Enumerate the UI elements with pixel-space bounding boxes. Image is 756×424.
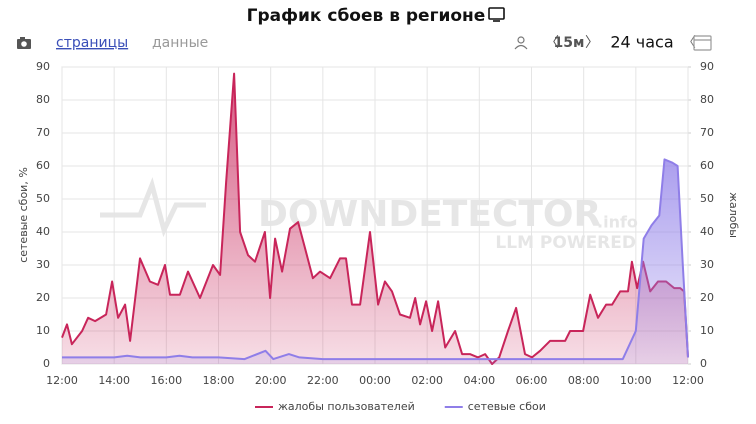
watermark: DOWNDETECTOR .info LLM POWERED	[100, 177, 638, 253]
chevron[interactable]: 〉	[585, 35, 599, 51]
x-tick-label: 20:00	[255, 374, 287, 387]
y-tick-label: 0	[43, 357, 50, 370]
y-tick-label: 40	[36, 225, 50, 238]
watermark-text: .info	[597, 213, 638, 232]
x-tick-label: 22:00	[307, 374, 339, 387]
legend-label: жалобы пользователей	[278, 400, 415, 413]
x-tick-label: 02:00	[411, 374, 443, 387]
person-icon[interactable]	[514, 36, 528, 50]
x-tick-label: 08:00	[568, 374, 600, 387]
y2-tick-label: 60	[700, 159, 714, 172]
y2-tick-label: 30	[700, 258, 714, 271]
y2-tick-label: 40	[700, 225, 714, 238]
interval[interactable]: 15м	[554, 35, 585, 51]
y-tick-label: 20	[36, 291, 50, 304]
y2-tick-label: 80	[700, 93, 714, 106]
legend-label: сетевые сбои	[468, 400, 546, 413]
y2-tick-label: 10	[700, 324, 714, 337]
x-tick-label: 12:00	[672, 374, 704, 387]
y2-tick-label: 90	[700, 60, 714, 73]
x-tick-label: 18:00	[203, 374, 235, 387]
y2-tick-label: 70	[700, 126, 714, 139]
x-tick-label: 16:00	[150, 374, 182, 387]
area-fill	[62, 73, 688, 364]
y-tick-label: 70	[36, 126, 50, 139]
series-line	[62, 158, 689, 361]
monitor-icon	[488, 7, 505, 22]
y2-tick-label: 50	[700, 192, 714, 205]
calendar-icon[interactable]	[693, 35, 712, 51]
y-tick-label: 60	[36, 159, 50, 172]
camera-icon[interactable]	[17, 37, 31, 49]
x-tick-label: 04:00	[463, 374, 495, 387]
range[interactable]: 24 часа	[610, 33, 673, 52]
watermark-text: LLM POWERED	[495, 233, 636, 253]
chart-title: График сбоев в регионе	[247, 6, 486, 26]
x-tick-label: 10:00	[620, 374, 652, 387]
chevron[interactable]: 〈	[545, 35, 559, 51]
y2-tick-label: 20	[700, 291, 714, 304]
x-tick-label: 00:00	[359, 374, 391, 387]
y-tick-label: 90	[36, 60, 50, 73]
y-tick-label: 10	[36, 324, 50, 337]
y-tick-label: 80	[36, 93, 50, 106]
y-axis-label: сетевые сбои, %	[17, 167, 30, 263]
tab-data[interactable]: данные	[152, 35, 208, 51]
chevron[interactable]: 〈	[682, 35, 696, 51]
x-tick-label: 14:00	[98, 374, 130, 387]
series-line	[61, 72, 689, 365]
y2-tick-label: 0	[700, 357, 707, 370]
y-tick-label: 30	[36, 258, 50, 271]
x-tick-label: 06:00	[516, 374, 548, 387]
x-tick-label: 12:00	[46, 374, 78, 387]
watermark-text: DOWNDETECTOR	[258, 194, 601, 235]
y2-axis-label: жалобы	[727, 192, 740, 238]
y-tick-label: 50	[36, 192, 50, 205]
tab-pages[interactable]: страницы	[56, 35, 128, 51]
